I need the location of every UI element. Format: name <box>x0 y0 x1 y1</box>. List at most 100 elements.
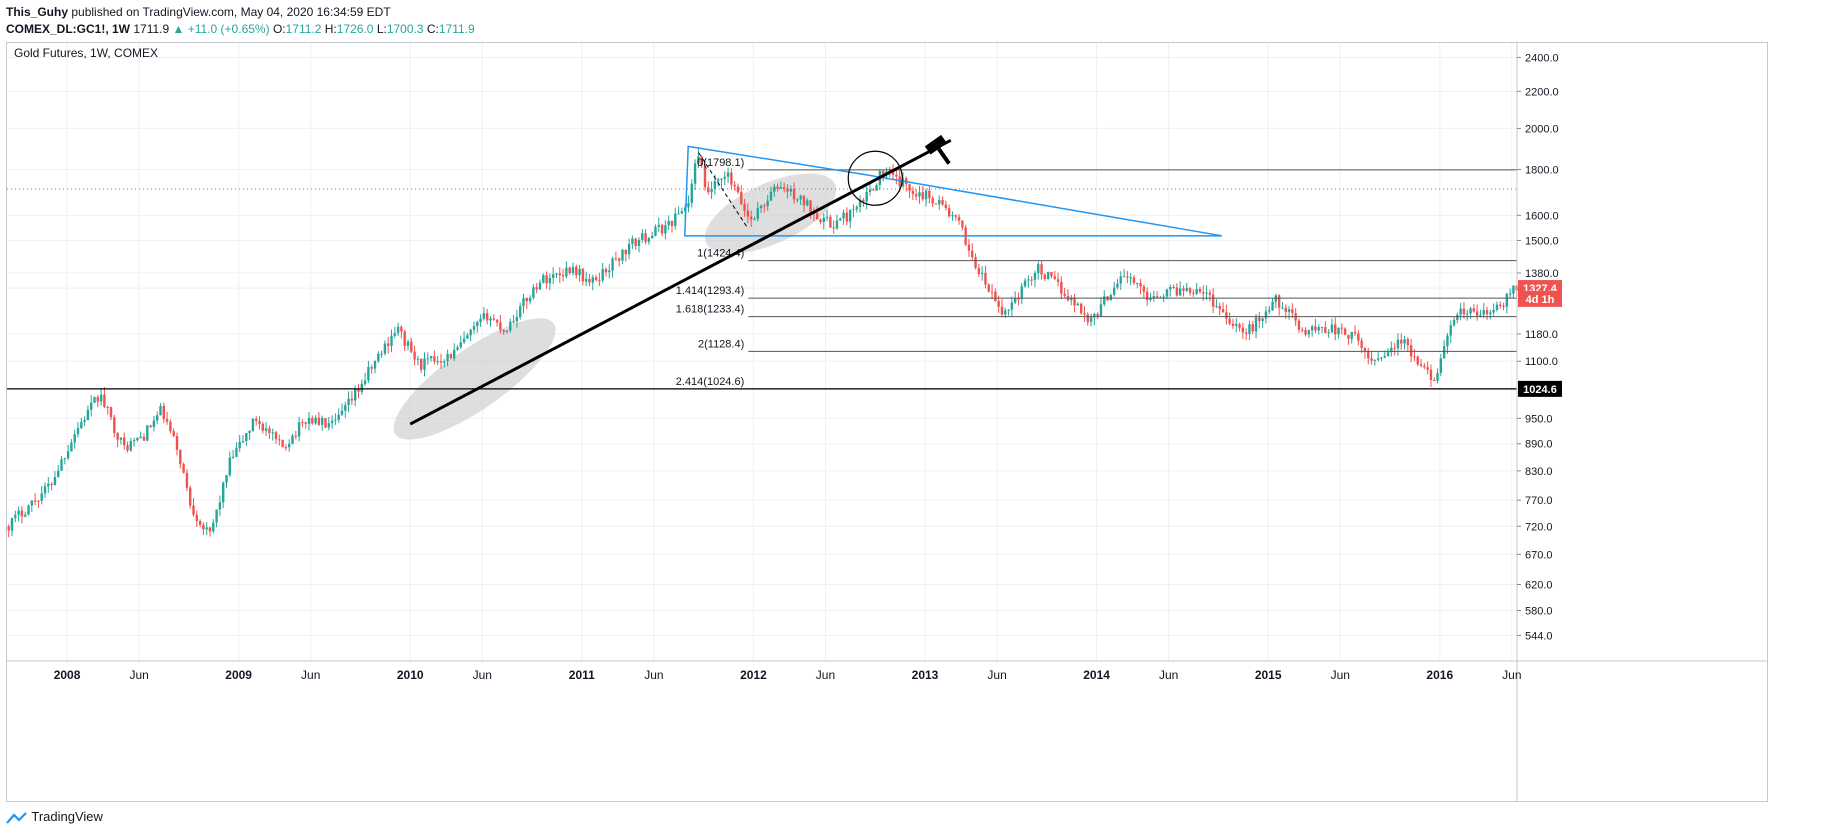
candle-body <box>136 438 139 441</box>
change-up-icon: ▲ <box>172 22 185 36</box>
candle-body <box>1208 292 1212 295</box>
y-tick-label: 580.0 <box>1525 605 1553 617</box>
candle-body <box>720 178 723 180</box>
candle-body <box>1400 339 1403 344</box>
author-name[interactable]: This_Guhy <box>6 5 69 19</box>
tradingview-logo-icon <box>6 811 27 824</box>
x-tick-label: 2016 <box>1426 668 1453 682</box>
candle-body <box>43 486 47 494</box>
candle-body <box>258 420 261 424</box>
candle-body <box>1383 356 1386 358</box>
candle-body <box>1499 304 1502 306</box>
candle-body <box>251 418 255 431</box>
candle-body <box>1086 314 1089 322</box>
y-tick-label: 1180.0 <box>1525 329 1558 341</box>
candle-body <box>1043 274 1047 280</box>
candle-body <box>581 268 585 282</box>
candle-body <box>947 208 951 217</box>
candle-body <box>304 422 307 424</box>
candle-body <box>1109 294 1113 301</box>
candle-body <box>1152 296 1155 299</box>
y-tick-label: 670.0 <box>1525 549 1553 561</box>
candle-body <box>806 200 809 206</box>
price-chart[interactable]: 0(1798.1) 1(1424.4) 1.414(1293.4) 1.618(123… <box>7 43 1767 801</box>
candle-body <box>1297 320 1301 330</box>
candle-body <box>921 192 924 200</box>
candle-body <box>789 188 792 192</box>
candle-body <box>845 212 849 222</box>
candle-body <box>132 440 136 442</box>
candle-body <box>466 335 469 339</box>
candle-body <box>525 298 528 302</box>
candle-body <box>538 282 542 290</box>
close-label: C: <box>426 22 439 36</box>
candle-body <box>743 204 746 211</box>
candle-body <box>1304 329 1307 335</box>
candle-body <box>839 218 842 221</box>
candle-body <box>931 198 934 204</box>
candle-body <box>403 331 406 346</box>
candle-body <box>677 213 680 215</box>
candle-body <box>334 419 337 421</box>
fib-level-label: 2(1128.4) <box>698 338 744 350</box>
x-tick-label: Jun <box>644 668 663 682</box>
candle-body <box>139 436 142 439</box>
candle-body <box>47 483 50 487</box>
candles-group <box>7 148 1518 538</box>
candle-body <box>911 190 915 195</box>
candle-body <box>680 211 684 214</box>
candle-body <box>113 417 116 434</box>
candle-body <box>307 417 311 424</box>
candle-body <box>895 174 898 177</box>
candle-body <box>815 213 819 220</box>
x-tick-label: 2013 <box>912 668 939 682</box>
candle-body <box>1175 287 1179 296</box>
candle-body <box>627 243 631 255</box>
brand-name[interactable]: TradingView <box>31 809 103 824</box>
candle-body <box>1241 327 1245 333</box>
candle-body <box>938 199 941 205</box>
candle-body <box>1347 334 1350 339</box>
candle-body <box>617 258 621 261</box>
candle-body <box>383 343 387 354</box>
price-badge: 1024.6 <box>1523 384 1557 396</box>
close-value: 1711.9 <box>438 22 475 36</box>
candle-body <box>782 187 786 189</box>
y-tick-label: 720.0 <box>1525 521 1553 533</box>
candle-body <box>400 326 403 332</box>
candle-body <box>1310 326 1314 331</box>
candle-body <box>1413 356 1416 358</box>
candle-body <box>634 238 637 247</box>
candle-body <box>1485 310 1489 315</box>
candle-body <box>1030 279 1033 281</box>
candle-body <box>1393 347 1396 349</box>
candle-body <box>872 189 875 191</box>
chart-frame[interactable]: 0(1798.1) 1(1424.4) 1.414(1293.4) 1.618(123… <box>6 42 1768 802</box>
candle-body <box>594 277 598 281</box>
candle-body <box>288 443 291 448</box>
candle-body <box>215 509 218 523</box>
candle-body <box>961 220 964 228</box>
candle-body <box>1169 286 1172 290</box>
candle-body <box>1027 279 1030 281</box>
candle-body <box>565 267 568 277</box>
candle-body <box>1096 314 1099 317</box>
candle-body <box>7 526 10 531</box>
y-tick-label: 2200.0 <box>1525 86 1559 98</box>
candle-body <box>832 227 835 229</box>
candle-body <box>324 418 327 428</box>
candle-body <box>624 249 627 255</box>
candle-body <box>452 349 456 359</box>
price-badge-bg <box>1518 380 1562 397</box>
y-tick-label: 1100.0 <box>1525 356 1558 368</box>
y-tick-label: 950.0 <box>1525 413 1553 425</box>
candle-body <box>1340 327 1344 329</box>
candle-body <box>944 204 948 209</box>
candle-body <box>499 322 502 331</box>
x-tick-label: 2012 <box>740 668 767 682</box>
candle-body <box>1479 314 1482 316</box>
candle-body <box>1442 346 1446 359</box>
candle-body <box>558 273 561 276</box>
candle-body <box>842 212 845 219</box>
candle-body <box>1079 303 1083 314</box>
